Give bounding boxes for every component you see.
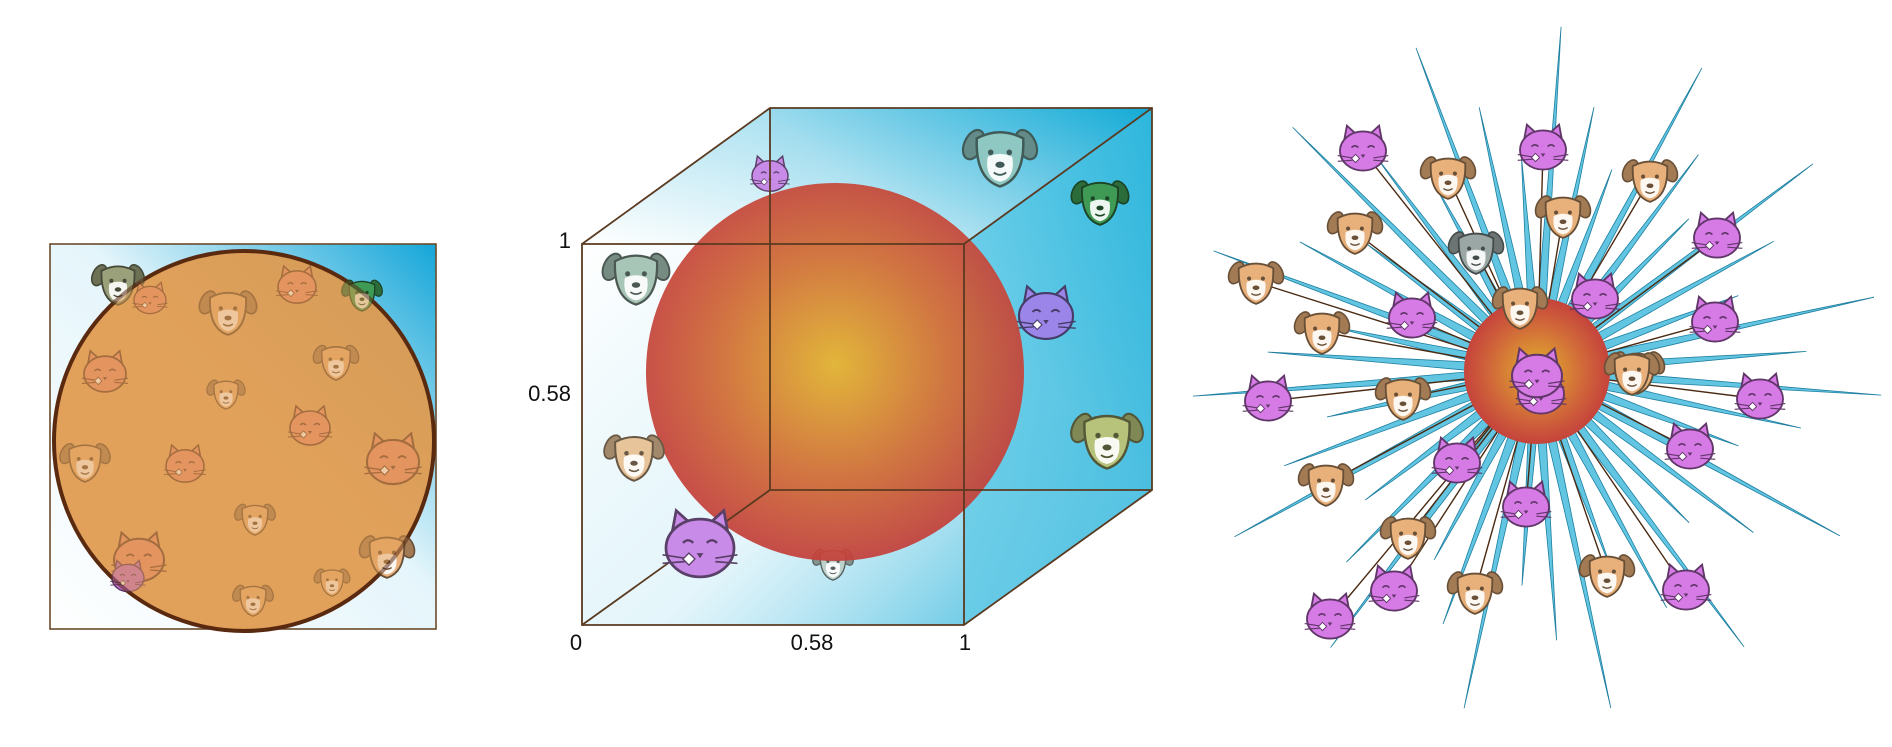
cat-icon	[1517, 122, 1569, 171]
middle-cube-panel: 0 0.58 1 0.58 1	[528, 107, 1153, 655]
dog-icon	[313, 568, 351, 597]
dog-icon	[198, 290, 258, 336]
dog-icon	[601, 252, 671, 306]
cat-icon	[276, 264, 318, 304]
cat-icon	[1368, 563, 1420, 612]
dog-icon	[1297, 463, 1355, 507]
right-star-panel	[1192, 26, 1882, 709]
dog-icon	[1621, 159, 1679, 203]
star-spike	[1267, 351, 1469, 371]
cat-icon	[1734, 371, 1786, 420]
dog-icon	[961, 128, 1039, 188]
cat-icon	[1304, 591, 1356, 640]
cat-icon	[1016, 284, 1076, 341]
cat-icon	[1660, 562, 1712, 611]
dog-icon	[1070, 180, 1130, 226]
cat-icon	[1509, 346, 1565, 399]
star-spike	[1537, 439, 1557, 641]
dog-icon	[90, 264, 146, 306]
cube-front-icons	[603, 434, 738, 579]
cat-icon	[164, 443, 206, 483]
cat-icon	[287, 404, 333, 446]
dog-icon	[603, 434, 665, 482]
dog-icon	[1578, 554, 1636, 598]
star-spike	[1292, 127, 1492, 326]
x-axis-label-zero: 0	[570, 630, 582, 655]
dog-icon	[1419, 156, 1477, 200]
left-square-panel	[49, 243, 437, 633]
dog-icon	[1070, 412, 1144, 470]
dog-icon	[1293, 311, 1351, 355]
dog-icon	[1491, 286, 1549, 330]
dog-icon	[1374, 377, 1432, 421]
dog-icon	[1446, 571, 1504, 615]
cat-icon	[1569, 271, 1621, 320]
cat-icon	[1691, 210, 1743, 259]
cube-right-face	[964, 108, 1152, 625]
cube-sphere	[646, 183, 1024, 561]
y-axis-label-mid: 0.58	[528, 381, 571, 406]
cat-icon	[1500, 479, 1552, 528]
cat-icon	[110, 559, 146, 593]
cat-icon	[1337, 123, 1389, 172]
cat-icon	[1242, 373, 1294, 422]
cat-icon	[1386, 290, 1438, 339]
x-axis-label-one: 1	[959, 630, 971, 655]
dog-icon	[1447, 231, 1505, 275]
cat-icon	[364, 431, 422, 486]
dog-icon	[1379, 516, 1437, 560]
cat-icon	[1431, 435, 1483, 484]
dog-icon	[1534, 195, 1592, 239]
left-disc-faint-icons	[59, 264, 422, 617]
cat-icon	[81, 349, 129, 393]
dog-icon	[206, 379, 246, 410]
dog-icon	[232, 584, 274, 617]
dog-icon	[1603, 352, 1661, 396]
dog-icon	[312, 344, 360, 381]
dog-icon	[341, 279, 383, 312]
cat-icon	[1689, 294, 1741, 343]
star-spike	[1521, 156, 1537, 303]
cat-icon	[1664, 421, 1716, 470]
star-spike	[1575, 423, 1745, 648]
cat-icon	[662, 507, 738, 579]
y-axis-label-one: 1	[559, 228, 571, 253]
cat-icon	[111, 530, 167, 583]
dog-icon	[358, 535, 416, 579]
dog-icon	[59, 442, 111, 483]
cat-icon	[132, 281, 168, 315]
left-orange-disc	[52, 249, 436, 633]
dog-icon	[234, 503, 276, 536]
star-icons	[1227, 122, 1786, 640]
dog-icon	[1326, 211, 1384, 255]
cube-icons	[601, 128, 1144, 581]
x-axis-label-mid: 0.58	[791, 630, 834, 655]
dog-icon	[1227, 261, 1285, 305]
